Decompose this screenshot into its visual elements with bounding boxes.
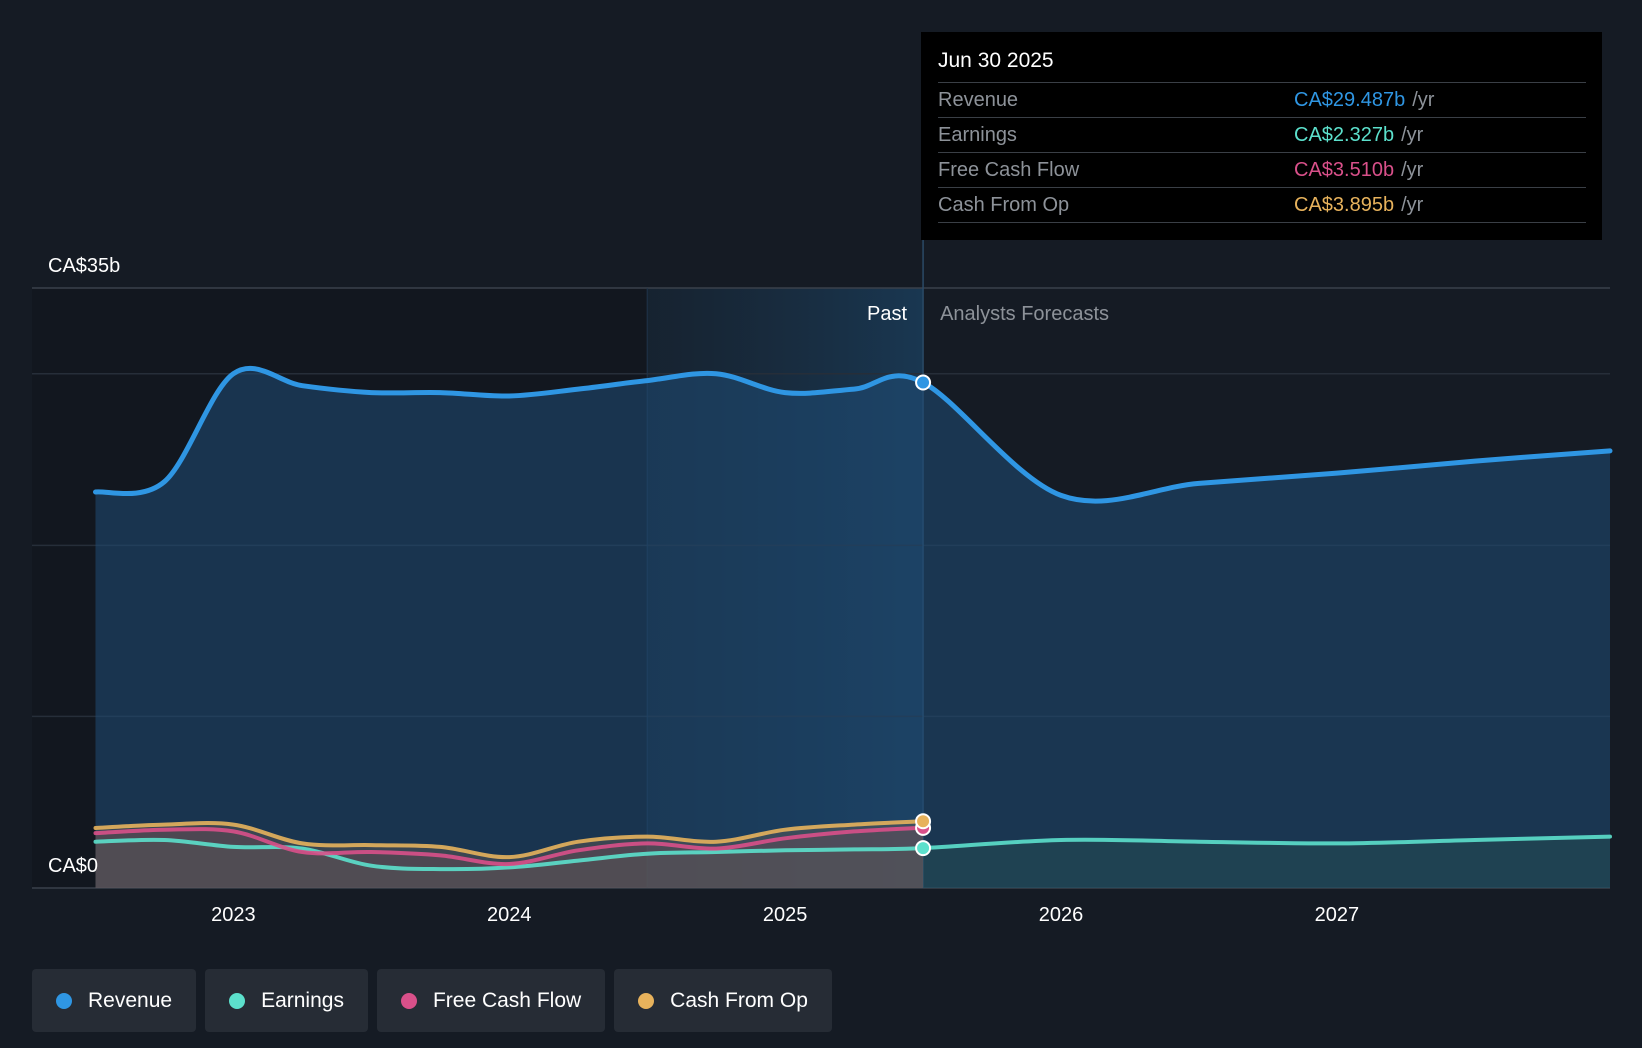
line-cash-from-op bbox=[93, 819, 926, 860]
tooltip-row-revenue: Revenue CA$29.487b /yr bbox=[938, 82, 1586, 117]
tooltip-label: Revenue bbox=[938, 88, 1019, 111]
tooltip-value: CA$3.895b bbox=[1294, 193, 1395, 216]
marker-cash-from-op bbox=[915, 813, 932, 830]
x-tick-label: 2023 bbox=[211, 904, 256, 926]
tooltip-row-cash-from-op: Cash From Op CA$3.895b /yr bbox=[938, 187, 1586, 223]
y-top-label: CA$35b bbox=[48, 255, 120, 277]
legend-label: Cash From Op bbox=[670, 988, 808, 1012]
tooltip: Jun 30 2025 Revenue CA$29.487b /yr Earni… bbox=[921, 32, 1602, 240]
tooltip-row-earnings: Earnings CA$2.327b /yr bbox=[938, 117, 1586, 152]
tooltip-value: CA$3.510b bbox=[1294, 158, 1395, 181]
legend-item-earnings[interactable]: Earnings bbox=[205, 969, 368, 1032]
free-cash-flow-dot-icon bbox=[400, 992, 417, 1009]
line-revenue bbox=[93, 366, 1613, 504]
tooltip-row-free-cash-flow: Free Cash Flow CA$3.510b /yr bbox=[938, 152, 1586, 187]
area-free-cash-flow bbox=[95, 827, 924, 888]
y-bottom-label: CA$0 bbox=[48, 855, 98, 877]
line-earnings bbox=[93, 834, 1612, 872]
cash-from-op-dot-icon bbox=[638, 992, 655, 1009]
legend-item-free-cash-flow[interactable]: Free Cash Flow bbox=[376, 969, 606, 1032]
line-free-cash-flow bbox=[93, 825, 926, 867]
earnings-dot-icon bbox=[229, 992, 246, 1009]
forecast-label: Analysts Forecasts bbox=[940, 303, 1109, 325]
x-tick-label: 2025 bbox=[763, 904, 808, 926]
legend-item-cash-from-op[interactable]: Cash From Op bbox=[614, 969, 832, 1032]
area-revenue bbox=[95, 368, 1610, 889]
revenue-dot-icon bbox=[56, 992, 72, 1009]
legend-label: Earnings bbox=[261, 988, 344, 1012]
x-tick-label: 2027 bbox=[1315, 904, 1360, 926]
legend-label: Free Cash Flow bbox=[432, 988, 582, 1012]
tooltip-value: CA$29.487b bbox=[1294, 88, 1406, 111]
tooltip-unit: /yr bbox=[1401, 158, 1424, 181]
tooltip-label: Earnings bbox=[938, 123, 1017, 146]
area-cash-from-op bbox=[95, 821, 924, 888]
marker-earnings bbox=[915, 840, 932, 857]
legend: Revenue Earnings Free Cash Flow Cash Fro… bbox=[32, 969, 832, 1032]
tooltip-value: CA$2.327b bbox=[1294, 123, 1395, 146]
x-tick-label: 2026 bbox=[1039, 904, 1084, 926]
tooltip-label: Cash From Op bbox=[938, 193, 1070, 216]
tooltip-unit: /yr bbox=[1412, 88, 1435, 111]
tooltip-date: Jun 30 2025 bbox=[938, 49, 1054, 72]
area-earnings bbox=[95, 836, 1610, 888]
tooltip-label: Free Cash Flow bbox=[938, 158, 1080, 181]
marker-revenue bbox=[915, 374, 932, 391]
legend-label: Revenue bbox=[88, 988, 173, 1012]
tooltip-unit: /yr bbox=[1401, 193, 1424, 216]
legend-item-revenue[interactable]: Revenue bbox=[32, 969, 197, 1032]
x-tick-label: 2024 bbox=[487, 904, 532, 926]
tooltip-unit: /yr bbox=[1401, 123, 1424, 146]
past-label: Past bbox=[867, 303, 907, 325]
